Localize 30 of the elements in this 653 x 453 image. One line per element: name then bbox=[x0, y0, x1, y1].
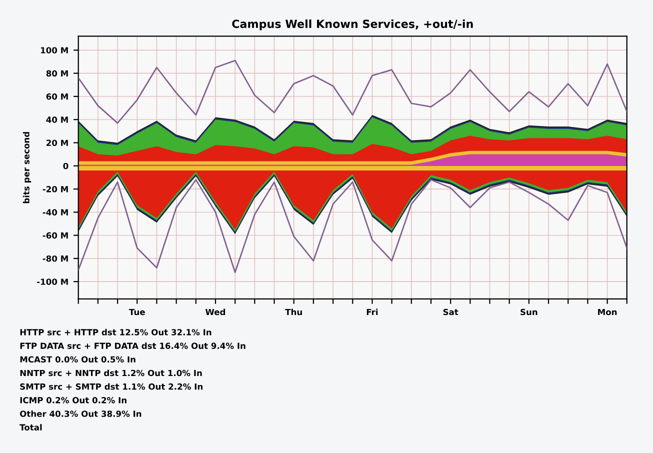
y-tick-label: 80 M bbox=[46, 70, 68, 77]
y-tick-label: -60 M bbox=[42, 232, 68, 239]
y-tick-label: 0 bbox=[63, 162, 68, 170]
text: SMTP src + SMTP dst 1.1% Out 2.2% In bbox=[20, 383, 202, 390]
text: NNTP src + NNTP dst 1.2% Out 1.0% In bbox=[20, 370, 202, 376]
x-tick-label: Fri bbox=[366, 308, 378, 316]
text: ICMP 0.2% Out 0.2% In bbox=[20, 397, 126, 404]
y-tick-label: 60 M bbox=[46, 93, 68, 100]
chart-title: Campus Well Known Services, +out/-in bbox=[232, 19, 473, 30]
line-series bbox=[78, 179, 627, 274]
x-tick-label: Sun bbox=[520, 308, 538, 316]
text: Total bbox=[20, 424, 42, 431]
x-tick-label: Sat bbox=[443, 308, 458, 316]
y-tick-label: 20 M bbox=[46, 140, 68, 146]
x-tick-label: Mon bbox=[598, 308, 617, 316]
y-tick-label: 100 M bbox=[40, 47, 68, 54]
line-series bbox=[78, 60, 627, 124]
text: Other 40.3% Out 38.9% In bbox=[20, 410, 142, 417]
x-tick-label: Wed bbox=[205, 308, 226, 316]
y-tick-label: -40 M bbox=[42, 209, 68, 216]
x-tick-label: Tue bbox=[128, 308, 145, 316]
text: MCAST 0.0% Out 0.5% In bbox=[20, 356, 136, 363]
y-tick-label: -100 M bbox=[37, 278, 68, 285]
text: HTTP src + HTTP dst 12.5% Out 32.1% In bbox=[20, 328, 212, 336]
x-tick-label: Thu bbox=[285, 308, 302, 316]
y-tick-label: 40 M bbox=[46, 116, 68, 123]
y-tick-label: -20 M bbox=[42, 186, 68, 192]
y-axis-title: bits per second bbox=[22, 132, 32, 204]
y-tick-label: -80 M bbox=[42, 255, 68, 262]
text: FTP DATA src + FTP DATA dst 16.4% Out 9.4% In bbox=[20, 342, 246, 349]
